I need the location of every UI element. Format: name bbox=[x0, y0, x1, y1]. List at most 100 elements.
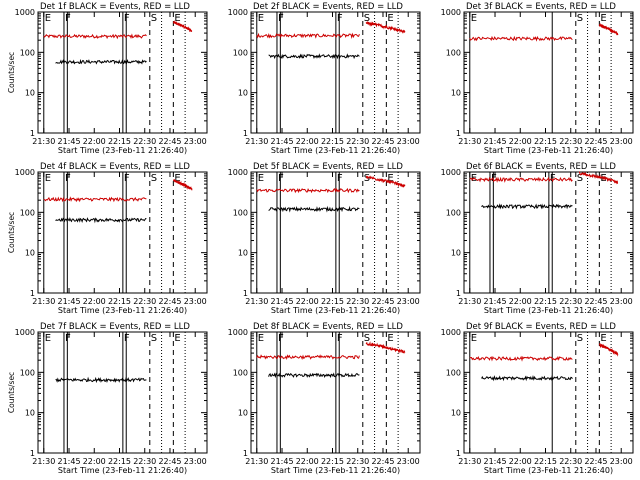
x-tick-label: 21:30 bbox=[32, 137, 55, 146]
x-tick-label: 22:00 bbox=[296, 457, 319, 466]
x-axis-label: Start Time (23-Feb-11 21:26:40) bbox=[484, 146, 613, 155]
x-tick-label: 23:00 bbox=[184, 457, 207, 466]
x-tick-label: 23:00 bbox=[610, 457, 633, 466]
time-marker-label: E bbox=[387, 333, 393, 344]
x-axis-label: Start Time (23-Feb-11 21:26:40) bbox=[484, 306, 613, 315]
x-tick-label: 21:45 bbox=[483, 457, 506, 466]
time-marker-label: F bbox=[65, 13, 71, 24]
chart-title: Det 7f BLACK = Events, RED = LLD bbox=[40, 322, 190, 332]
lld-series-line bbox=[256, 32, 360, 40]
time-marker-label: F bbox=[491, 173, 497, 184]
y-tick-label: 1 bbox=[243, 289, 248, 298]
y-axis-label: Counts/sec bbox=[7, 52, 16, 93]
time-marker-label: S bbox=[364, 333, 370, 344]
y-tick-label: 10 bbox=[25, 409, 35, 418]
events-series-line bbox=[481, 203, 573, 210]
chart-panel-2: Det 2f BLACK = Events, RED = LLD 1 10 100 10… bbox=[228, 2, 421, 155]
x-tick-label: 22:30 bbox=[559, 297, 582, 306]
lld-series-line bbox=[598, 22, 619, 36]
x-tick-label: 21:45 bbox=[57, 297, 80, 306]
chart-title: Det 1f BLACK = Events, RED = LLD bbox=[40, 2, 190, 12]
x-tick-label: 22:45 bbox=[371, 457, 394, 466]
lld-series-line bbox=[173, 179, 193, 191]
time-marker-label: S bbox=[151, 333, 157, 344]
chart-panel-4: Det 4f BLACK = Events, RED = LLD 1 10 100 10… bbox=[7, 162, 208, 315]
lld-series-line bbox=[256, 354, 360, 360]
x-tick-label: 22:45 bbox=[371, 137, 394, 146]
events-series-line bbox=[55, 58, 147, 65]
events-series-line bbox=[481, 374, 573, 382]
chart-panel-1: Det 1f BLACK = Events, RED = LLD 1 10 100 10… bbox=[7, 2, 208, 155]
y-tick-label: 100 bbox=[20, 208, 35, 217]
time-marker-label: E bbox=[45, 173, 51, 184]
x-tick-label: 22:45 bbox=[584, 297, 607, 306]
y-tick-label: 10 bbox=[451, 249, 461, 258]
x-tick-label: 21:30 bbox=[32, 297, 55, 306]
x-tick-label: 21:45 bbox=[270, 297, 293, 306]
y-tick-label: 100 bbox=[20, 48, 35, 57]
time-marker-label: E bbox=[471, 13, 477, 24]
events-series-line bbox=[268, 205, 360, 213]
time-marker-label: F bbox=[124, 13, 130, 24]
x-tick-label: 22:00 bbox=[509, 297, 532, 306]
lld-series-line bbox=[599, 342, 619, 357]
y-tick-label: 1 bbox=[30, 129, 35, 138]
x-tick-label: 22:15 bbox=[534, 457, 557, 466]
x-axis-label: Start Time (23-Feb-11 21:26:40) bbox=[484, 466, 613, 475]
y-tick-label: 1 bbox=[30, 289, 35, 298]
x-tick-label: 21:30 bbox=[458, 297, 481, 306]
time-marker-label: S bbox=[577, 173, 583, 184]
time-marker-label: E bbox=[600, 333, 606, 344]
x-tick-label: 22:00 bbox=[296, 297, 319, 306]
y-tick-label: 1000 bbox=[228, 168, 248, 177]
x-tick-label: 22:45 bbox=[584, 137, 607, 146]
time-marker-label: F bbox=[124, 333, 130, 344]
x-tick-label: 21:45 bbox=[57, 137, 80, 146]
x-tick-label: 22:30 bbox=[346, 457, 369, 466]
time-marker-label: F bbox=[337, 173, 343, 184]
x-axis-label: Start Time (23-Feb-11 21:26:40) bbox=[271, 146, 400, 155]
x-tick-label: 22:00 bbox=[83, 137, 106, 146]
x-tick-label: 21:30 bbox=[245, 137, 268, 146]
y-tick-label: 10 bbox=[238, 89, 248, 98]
x-tick-label: 22:00 bbox=[296, 137, 319, 146]
y-tick-label: 1000 bbox=[15, 168, 35, 177]
x-tick-label: 22:45 bbox=[371, 297, 394, 306]
y-axis-label: Counts/sec bbox=[7, 372, 16, 413]
time-marker-label: F bbox=[550, 173, 556, 184]
time-marker-label: S bbox=[151, 173, 157, 184]
x-tick-label: 23:00 bbox=[397, 297, 420, 306]
time-marker-label: F bbox=[124, 173, 130, 184]
lld-series-line bbox=[365, 341, 406, 354]
x-tick-label: 22:45 bbox=[158, 297, 181, 306]
x-tick-label: 21:45 bbox=[57, 457, 80, 466]
time-marker-label: E bbox=[174, 333, 180, 344]
chart-title: Det 9f BLACK = Events, RED = LLD bbox=[466, 322, 616, 332]
y-tick-label: 100 bbox=[446, 368, 461, 377]
x-axis-label: Start Time (23-Feb-11 21:26:40) bbox=[271, 306, 400, 315]
x-axis-label: Start Time (23-Feb-11 21:26:40) bbox=[58, 466, 187, 475]
chart-title: Det 3f BLACK = Events, RED = LLD bbox=[466, 2, 616, 12]
time-marker-label: S bbox=[577, 13, 583, 24]
x-tick-label: 23:00 bbox=[184, 297, 207, 306]
x-tick-label: 22:15 bbox=[321, 457, 344, 466]
x-axis-label: Start Time (23-Feb-11 21:26:40) bbox=[58, 146, 187, 155]
lld-series-line bbox=[469, 176, 573, 183]
x-tick-label: 22:15 bbox=[321, 297, 344, 306]
x-tick-label: 22:45 bbox=[158, 137, 181, 146]
x-tick-label: 22:30 bbox=[133, 297, 156, 306]
y-tick-label: 1000 bbox=[15, 8, 35, 17]
time-marker-label: E bbox=[258, 173, 264, 184]
x-tick-label: 23:00 bbox=[184, 137, 207, 146]
time-marker-label: E bbox=[174, 13, 180, 24]
x-tick-label: 22:30 bbox=[133, 137, 156, 146]
lld-series-line bbox=[256, 187, 360, 194]
x-axis-label: Start Time (23-Feb-11 21:26:40) bbox=[58, 306, 187, 315]
x-tick-label: 22:15 bbox=[321, 137, 344, 146]
chart-panel-6: Det 6f BLACK = Events, RED = LLD 1 10 100 10… bbox=[441, 162, 634, 315]
y-tick-label: 1 bbox=[243, 129, 248, 138]
time-marker-label: S bbox=[577, 333, 583, 344]
x-axis-label: Start Time (23-Feb-11 21:26:40) bbox=[271, 466, 400, 475]
x-tick-label: 21:45 bbox=[483, 137, 506, 146]
x-tick-label: 22:00 bbox=[83, 297, 106, 306]
